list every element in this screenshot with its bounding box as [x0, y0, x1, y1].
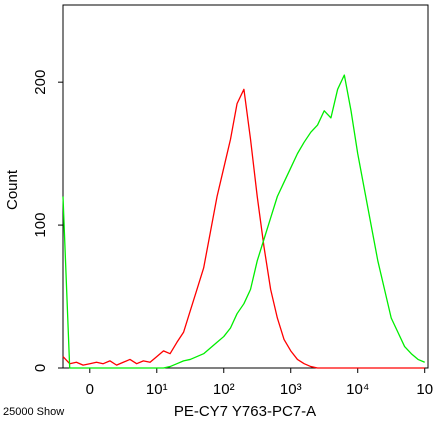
x-axis-label: PE-CY7 Y763-PC7-A	[174, 403, 316, 420]
y-tick-label: 200	[32, 70, 49, 95]
plot-frame	[62, 4, 429, 369]
y-tick-label: 0	[32, 364, 49, 372]
x-tick-label: 10	[416, 381, 433, 398]
histogram-line	[62, 88, 425, 369]
x-tick-label: 10¹	[146, 381, 168, 398]
x-tick-label: 0	[86, 381, 94, 398]
histogram-line	[62, 74, 425, 369]
x-tick-label: 10²	[213, 381, 235, 398]
x-tick-label: 10⁴	[346, 381, 369, 398]
y-tick-label: 100	[32, 213, 49, 238]
event-count-note: 25000 Show	[3, 406, 64, 418]
x-tick-label: 10³	[280, 381, 302, 398]
y-axis-label: Count	[4, 169, 21, 210]
